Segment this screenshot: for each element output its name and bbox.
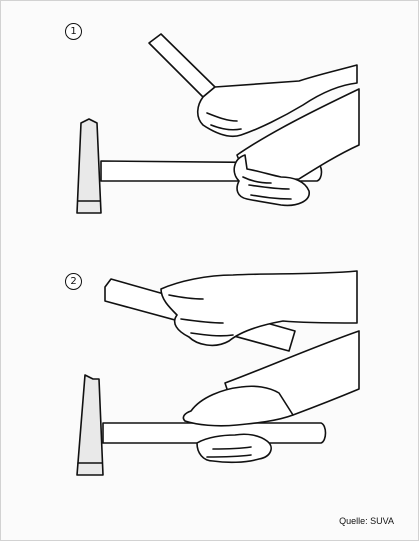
step-2-badge: 2 <box>65 273 82 290</box>
step-2-lower-hand <box>182 385 294 427</box>
step-1-upper-forearm <box>148 33 216 98</box>
step-1-hammer-head <box>76 118 102 214</box>
source-credit: Quelle: SUVA <box>339 516 394 526</box>
step-1-lower-fist <box>233 154 310 207</box>
step-2-upper-hand <box>160 270 358 347</box>
step-1-badge: 1 <box>65 23 82 40</box>
step-1-drawing <box>76 33 360 214</box>
step-1-upper-hand <box>196 64 358 138</box>
step-2-drawing <box>76 270 360 476</box>
step-2-hammer-head <box>76 374 104 476</box>
step-1-lower-forearm <box>236 88 360 182</box>
step-2-hammer-handle <box>102 422 327 444</box>
